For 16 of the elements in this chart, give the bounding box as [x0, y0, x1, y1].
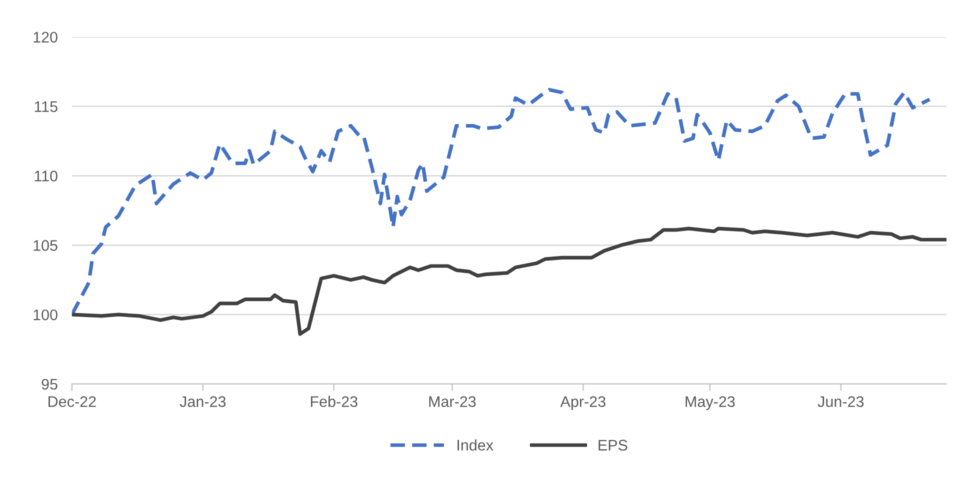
line-series — [72, 226, 947, 336]
x-tick-label: Feb-23 — [310, 396, 358, 408]
x-tick-label: May-23 — [686, 396, 735, 410]
y-tick-label: 95 — [42, 378, 58, 390]
x-tick-label: Jun-23 — [818, 396, 864, 408]
y-tick-label: 115 — [34, 101, 58, 112]
y-tick-label: 110 — [34, 170, 58, 182]
x-tick-label: Dec-22 — [48, 396, 96, 408]
y-tick-label: 120 — [34, 32, 58, 43]
y-tick-label: 105 — [34, 240, 58, 251]
legend-label: Index — [458, 439, 494, 451]
x-tick-label: Jan-23 — [180, 396, 226, 408]
x-tick-label: Apr-23 — [560, 396, 606, 410]
x-tick-label: Mar-23 — [429, 396, 476, 408]
y-tick-label: 100 — [34, 309, 58, 320]
legend-label: EPS — [598, 440, 628, 451]
